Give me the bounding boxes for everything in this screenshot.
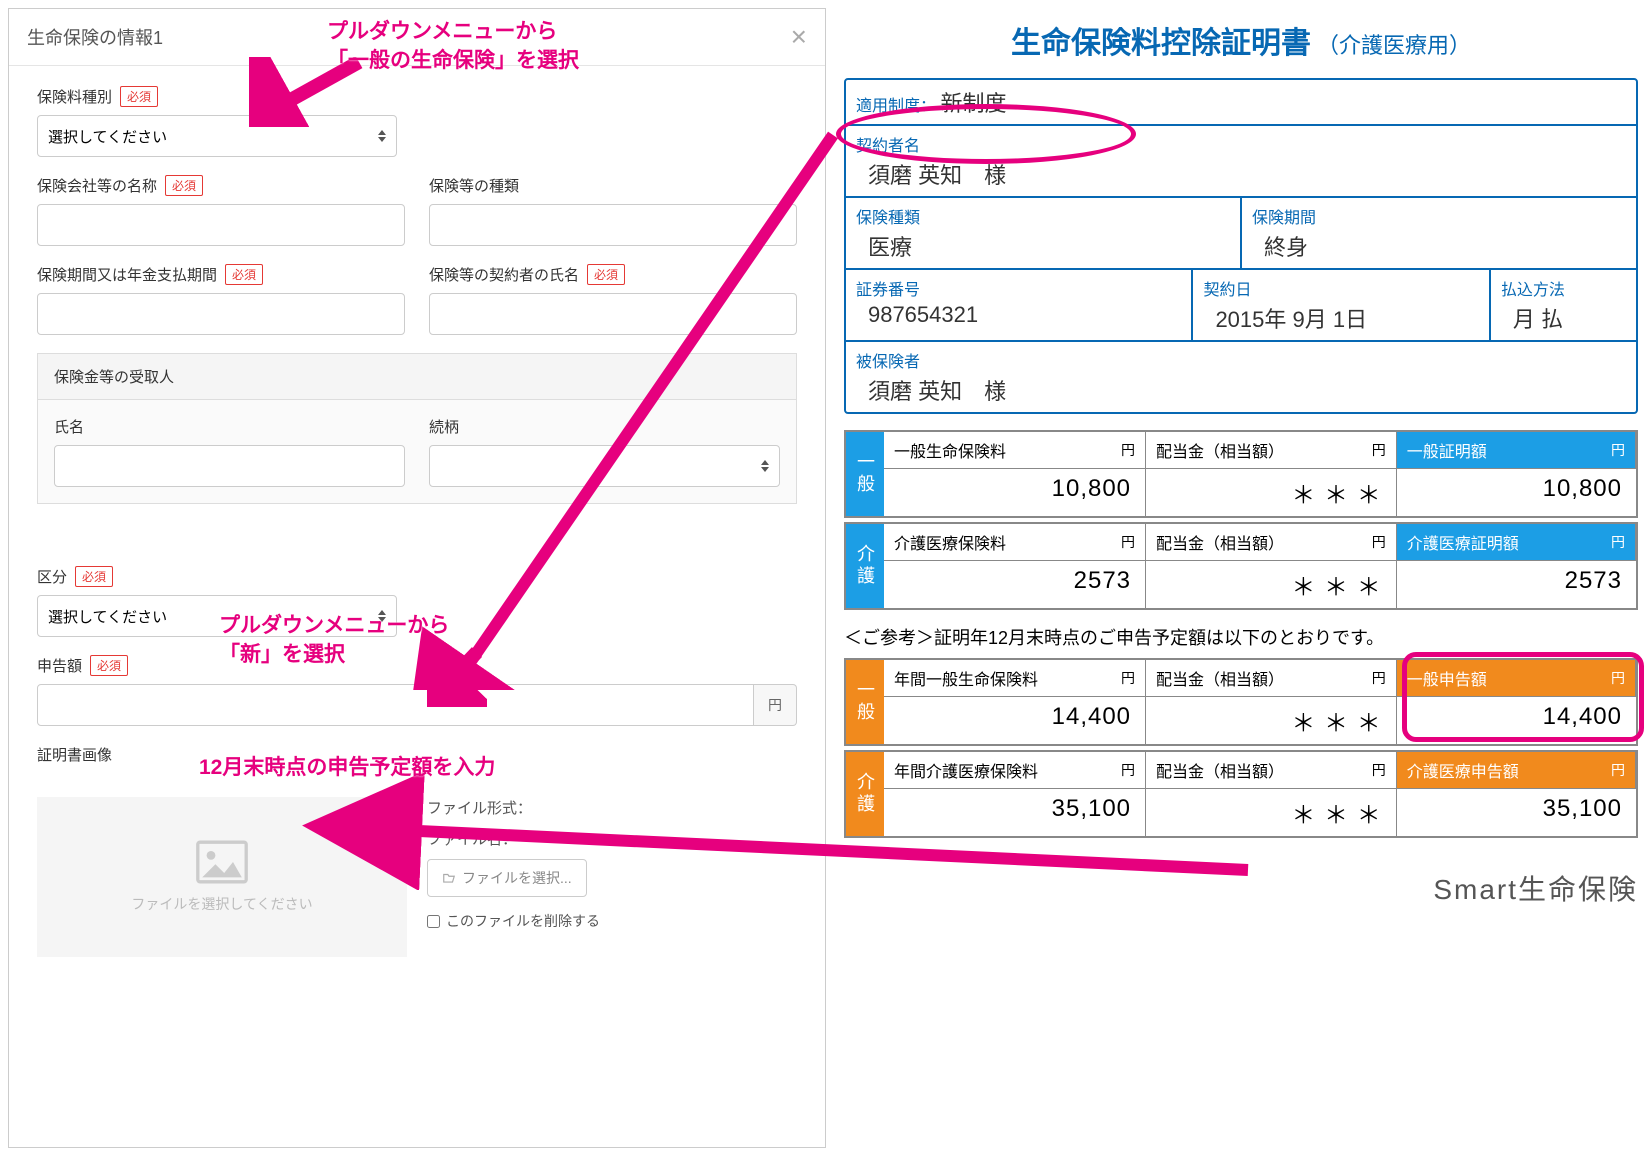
- required-badge: 必須: [120, 86, 158, 107]
- field-label-company: 保険会社等の名称必須: [37, 175, 405, 196]
- delete-file-checkbox[interactable]: [427, 915, 440, 928]
- file-select-button[interactable]: ファイルを選択...: [427, 859, 587, 897]
- kind-input[interactable]: [429, 204, 797, 246]
- chevron-updown-icon: [761, 460, 769, 472]
- required-badge: 必須: [75, 566, 113, 587]
- table-side-label: 一般: [846, 432, 884, 516]
- certificate-info-box: 適用制度： 新制度 契約者名須磨 英知 様 保険種類医療 保険期間終身 証券番号…: [844, 78, 1638, 414]
- certificate-document: 生命保険料控除証明書（介護医療用） 適用制度： 新制度 契約者名須磨 英知 様 …: [834, 0, 1648, 1156]
- required-badge: 必須: [165, 175, 203, 196]
- annotation-3: 12月末時点の申告予定額を入力: [199, 753, 495, 782]
- amount-input[interactable]: [37, 684, 754, 726]
- table-side-label: 一般: [846, 660, 884, 744]
- file-dropzone[interactable]: ファイルを選択してください: [37, 797, 407, 957]
- section-header: 保険金等の受取人: [38, 354, 796, 400]
- reference-note: ＜ご参考＞証明年12月末時点のご申告予定額は以下のとおりです。: [844, 624, 1638, 650]
- field-label-contractor: 保険等の契約者の氏名必須: [429, 264, 797, 285]
- table-declared-care: 介護 年間介護医療保険料円 配当金（相当額）円 介護医療申告額円 35,100 …: [844, 750, 1638, 838]
- field-label-type: 保険料種別必須: [37, 86, 797, 107]
- yen-addon: 円: [754, 684, 797, 726]
- annotation-2: プルダウンメニューから 「新」を選択: [219, 611, 449, 670]
- modal-title: 生命保険の情報1: [27, 24, 163, 50]
- form-modal: 生命保険の情報1 × プルダウンメニューから 「一般の生命保険」を選択 プルダウ…: [8, 8, 826, 1148]
- close-icon[interactable]: ×: [791, 21, 807, 53]
- annotation-1: プルダウンメニューから 「一般の生命保険」を選択: [327, 17, 579, 76]
- upload-info: ファイル形式： ファイル名： ファイルを選択... このファイルを削除する: [427, 797, 797, 957]
- image-placeholder-icon: [194, 840, 250, 884]
- table-certified-care: 介護 介護医療保険料円 配当金（相当額）円 介護医療証明額円 2573 ＊ ＊ …: [844, 522, 1638, 610]
- relation-select[interactable]: [429, 445, 780, 487]
- field-label-kubun: 区分必須: [37, 566, 797, 587]
- period-input[interactable]: [37, 293, 405, 335]
- beneficiary-section: 保険金等の受取人 氏名 続柄: [37, 353, 797, 504]
- table-certified-general: 一般 一般生命保険料円 配当金（相当額）円 一般証明額円 10,800 ＊ ＊ …: [844, 430, 1638, 518]
- required-badge: 必須: [587, 264, 625, 285]
- chevron-updown-icon: [378, 130, 386, 142]
- field-label-relation: 続柄: [429, 416, 780, 437]
- required-badge: 必須: [90, 655, 128, 676]
- modal-body: 保険料種別必須 選択してください 保険会社等の名称必須 保険等の種類 保険期間又…: [9, 66, 825, 995]
- insurance-type-select[interactable]: 選択してください: [37, 115, 397, 157]
- table-side-label: 介護: [846, 524, 884, 608]
- table-declared-general: 一般 年間一般生命保険料円 配当金（相当額）円 一般申告額円 14,400 ＊ …: [844, 658, 1638, 746]
- brand-footer: Smart生命保険: [844, 868, 1638, 908]
- field-label-period: 保険期間又は年金支払期間必須: [37, 264, 405, 285]
- company-input[interactable]: [37, 204, 405, 246]
- beneficiary-name-input[interactable]: [54, 445, 405, 487]
- contractor-input[interactable]: [429, 293, 797, 335]
- folder-icon: [442, 871, 456, 885]
- certificate-title: 生命保険料控除証明書（介護医療用）: [844, 18, 1638, 62]
- required-badge: 必須: [225, 264, 263, 285]
- field-label-name: 氏名: [54, 416, 405, 437]
- table-side-label: 介護: [846, 752, 884, 836]
- field-label-kind: 保険等の種類: [429, 175, 797, 196]
